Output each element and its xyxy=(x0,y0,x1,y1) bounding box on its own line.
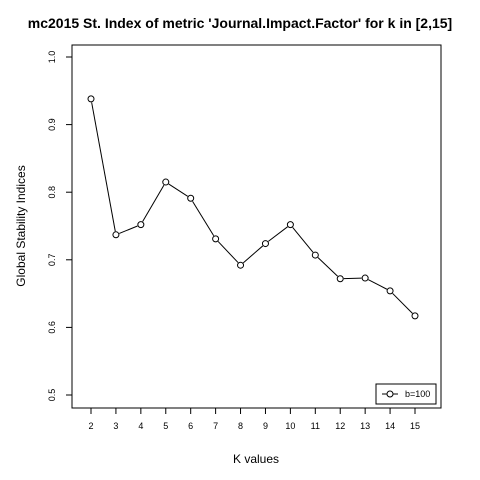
x-tick-label: 13 xyxy=(360,421,370,431)
series-line xyxy=(91,102,413,314)
line-segment xyxy=(168,183,188,197)
y-tick-label: 1.0 xyxy=(47,51,57,64)
data-point xyxy=(311,251,319,259)
data-point xyxy=(212,235,220,243)
x-tick-label: 5 xyxy=(163,421,168,431)
data-point xyxy=(237,261,245,269)
data-point xyxy=(87,95,95,103)
data-point xyxy=(336,275,344,283)
data-point xyxy=(411,312,419,320)
line-segment xyxy=(119,225,138,234)
x-tick-label: 11 xyxy=(311,421,320,431)
y-axis-label: Global Stability Indices xyxy=(14,165,28,286)
line-segment xyxy=(192,201,215,237)
y-tick-label: 0.7 xyxy=(47,254,57,267)
x-tick-label: 6 xyxy=(188,421,193,431)
legend-marker-symbol xyxy=(386,390,394,398)
data-point xyxy=(187,194,195,202)
plot-frame xyxy=(71,44,442,409)
legend-label: b=100 xyxy=(405,389,430,399)
x-tick-label: 8 xyxy=(238,421,243,431)
y-tick-label: 0.5 xyxy=(47,389,57,402)
data-point xyxy=(112,231,120,239)
legend-box xyxy=(375,383,437,405)
y-tick-label: 0.9 xyxy=(47,118,57,131)
line-segment xyxy=(91,102,116,232)
line-segment xyxy=(217,241,239,263)
data-point xyxy=(162,178,170,186)
data-point xyxy=(137,221,145,229)
x-tick-label: 15 xyxy=(410,421,420,431)
line-segment xyxy=(392,293,413,314)
series-layer xyxy=(87,95,419,320)
y-axis: 0.5 0.6 0.7 0.8 0.9 1.0 xyxy=(47,51,73,402)
line-segment xyxy=(292,227,314,253)
x-tick-label: 9 xyxy=(263,421,268,431)
x-tick-label: 4 xyxy=(138,421,143,431)
data-point xyxy=(261,240,269,248)
line-segment xyxy=(268,226,288,242)
legend: b=100 xyxy=(375,383,437,405)
x-axis-label: K values xyxy=(233,452,279,466)
x-axis: 2 3 4 5 6 7 8 9 10 11 12 13 14 15 xyxy=(88,407,420,431)
x-tick-label: 2 xyxy=(88,421,93,431)
x-tick-label: 12 xyxy=(335,421,345,431)
y-tick-label: 0.6 xyxy=(47,321,57,334)
line-segment xyxy=(368,279,388,290)
y-tick-label: 0.8 xyxy=(47,186,57,199)
x-tick-label: 7 xyxy=(213,421,218,431)
x-tick-label: 14 xyxy=(385,421,395,431)
data-point xyxy=(386,287,394,295)
line-segment xyxy=(142,184,165,222)
x-tick-label: 10 xyxy=(285,421,295,431)
data-point xyxy=(286,221,294,229)
x-tick-label: 3 xyxy=(113,421,118,431)
line-segment xyxy=(242,245,264,264)
chart-title: mc2015 St. Index of metric 'Journal.Impa… xyxy=(28,15,452,31)
series-points xyxy=(87,95,419,320)
data-point xyxy=(361,274,369,282)
line-segment xyxy=(317,257,338,277)
